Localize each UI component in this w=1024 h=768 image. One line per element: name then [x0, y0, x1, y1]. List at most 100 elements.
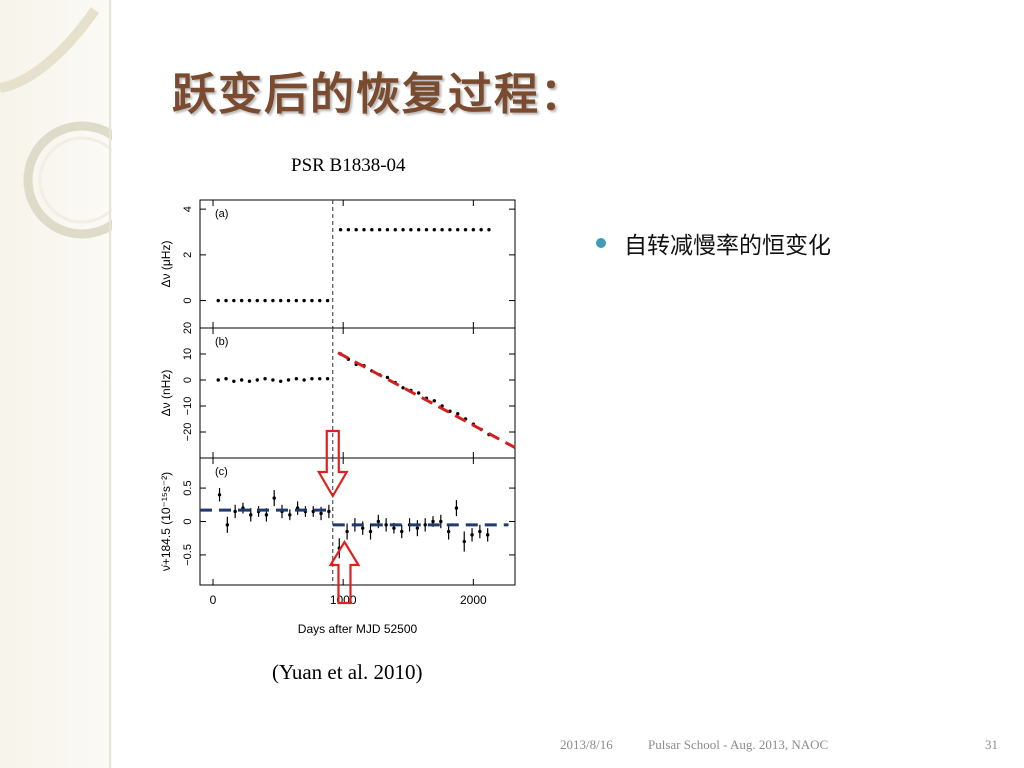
data-point	[286, 298, 291, 303]
deco-ring-top	[0, 7, 100, 93]
linear-fit-line	[337, 351, 516, 449]
y-axis-label: ν̇+184.5 (10⁻¹⁵s⁻²)	[159, 472, 173, 571]
data-point	[224, 298, 228, 303]
data-point	[439, 519, 443, 524]
data-point	[272, 496, 276, 500]
data-point	[361, 526, 365, 530]
data-point	[440, 228, 444, 232]
data-point	[454, 506, 459, 510]
data-point	[415, 526, 420, 530]
data-point	[446, 529, 451, 534]
data-point	[470, 533, 474, 537]
data-point	[456, 228, 460, 232]
data-point	[294, 377, 299, 381]
x-tick-label: 1000	[330, 593, 357, 607]
data-point	[249, 513, 253, 517]
data-point	[271, 378, 275, 382]
data-point	[247, 298, 252, 303]
data-point	[376, 519, 381, 524]
data-point	[325, 377, 330, 381]
data-point	[354, 228, 358, 232]
figure-citation: (Yuan et al. 2010)	[272, 660, 423, 684]
bullet-item: 自转减慢率的恒变化	[596, 226, 831, 260]
data-point	[423, 523, 427, 527]
panel-frame-1	[199, 327, 516, 459]
data-point	[232, 379, 236, 383]
y-axis-label: Δν (μHz)	[159, 241, 173, 288]
data-point	[279, 298, 283, 303]
y-tick-label: 10	[182, 348, 194, 360]
data-point	[448, 228, 452, 232]
footer-date: 2013/8/16	[560, 737, 613, 752]
panel-label: (b)	[215, 336, 228, 348]
up-arrow-icon	[328, 539, 361, 605]
data-point	[456, 412, 460, 416]
y-tick-label: 20	[182, 322, 194, 334]
data-point	[345, 529, 349, 534]
y-axis-label: Δν (nHz)	[159, 370, 173, 417]
figure-caption: PSR B1838-04	[291, 155, 406, 176]
footer-text: Pulsar School - Aug. 2013, NAOC	[648, 737, 829, 752]
data-point	[288, 513, 292, 517]
data-point	[432, 228, 436, 232]
data-point	[294, 298, 299, 303]
y-tick-label: 0	[182, 298, 194, 304]
data-point	[370, 228, 374, 232]
data-point	[392, 526, 396, 530]
data-point	[463, 228, 468, 232]
data-point	[302, 378, 306, 382]
data-point	[216, 298, 220, 303]
data-point	[255, 378, 259, 382]
x-tick-label: 2000	[460, 593, 487, 607]
deco-ring-middle	[23, 121, 112, 239]
data-point	[310, 298, 314, 303]
data-point	[232, 298, 236, 303]
data-point	[478, 529, 482, 534]
data-point	[416, 391, 421, 395]
data-point	[264, 513, 269, 517]
data-point	[401, 386, 405, 390]
data-point	[471, 228, 476, 232]
y-tick-label: 4	[182, 206, 194, 212]
data-point	[385, 228, 390, 232]
y-tick-label: 0.5	[182, 480, 194, 495]
data-point	[393, 228, 397, 232]
data-point	[318, 377, 322, 381]
data-point	[485, 533, 490, 537]
decorative-rings	[0, 0, 112, 768]
data-point	[319, 511, 323, 516]
data-point	[346, 228, 351, 232]
panel-label: (a)	[215, 208, 228, 220]
deco-ring-inner	[38, 136, 112, 224]
panel-frame-0	[199, 199, 516, 329]
footer-page-number: 31	[985, 737, 998, 752]
data-point	[225, 523, 230, 527]
glitch-recovery-figure: (a) 0 2 4 Δν (μHz) (b) −20 −10 0 10 20 Δν (nHz) (c) −…	[159, 199, 516, 636]
data-point	[216, 378, 220, 382]
data-point	[368, 529, 373, 534]
y-tick-label: 0	[182, 518, 194, 524]
data-point	[310, 377, 314, 381]
data-point	[338, 228, 343, 232]
data-point	[384, 523, 388, 527]
data-point	[327, 509, 331, 514]
data-point	[487, 228, 491, 232]
data-point	[377, 228, 382, 232]
x-tick-label: 0	[210, 593, 217, 607]
data-point	[362, 228, 366, 232]
data-point	[400, 529, 404, 534]
data-point	[239, 378, 244, 382]
data-point	[416, 228, 421, 232]
data-point	[424, 228, 429, 232]
bullet-dot-icon	[596, 238, 606, 248]
data-point	[462, 539, 466, 544]
data-point	[401, 228, 405, 232]
data-point	[271, 298, 275, 303]
y-tick-label: 2	[182, 252, 194, 258]
slide-title: 跃变后的恢复过程：	[172, 69, 586, 120]
data-point	[239, 298, 244, 303]
data-point	[247, 379, 252, 383]
bullet-text: 自转减慢率的恒变化	[624, 233, 831, 259]
y-tick-label: −10	[182, 397, 194, 416]
data-point	[302, 298, 306, 303]
